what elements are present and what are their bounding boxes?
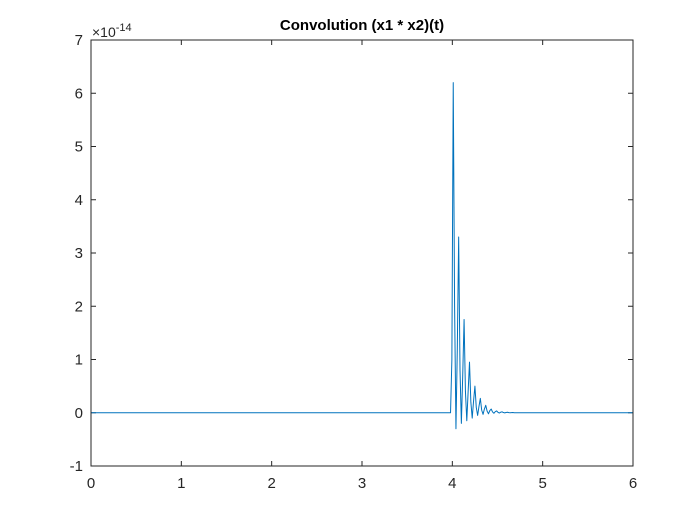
y-tick-label: 2: [75, 298, 83, 315]
x-tick-label: 5: [538, 475, 546, 492]
x-tick-label: 4: [448, 475, 456, 492]
axes-box: [90, 39, 634, 467]
x-tick-label: 0: [87, 475, 95, 492]
y-axis-exponent-base: ×10: [92, 24, 116, 40]
x-tick-label: 1: [177, 475, 185, 492]
y-tick-label: 4: [75, 192, 83, 209]
plot-series: [91, 82, 633, 430]
y-tick-label: -1: [70, 458, 83, 475]
y-tick-label: 5: [75, 139, 83, 156]
x-tick-label: 6: [629, 475, 637, 492]
y-tick-label: 3: [75, 245, 83, 262]
y-axis-exponent: ×10-14: [92, 22, 132, 40]
y-tick-label: 1: [75, 352, 83, 369]
y-axis-exponent-power: -14: [116, 22, 132, 34]
chart-title: Convolution (x1 * x2)(t): [280, 17, 444, 34]
x-tick-label: 3: [358, 475, 366, 492]
convolution-series-line: [91, 82, 633, 430]
y-tick-label: 7: [75, 32, 83, 49]
x-tick-label: 2: [267, 475, 275, 492]
y-tick-label: 6: [75, 85, 83, 102]
y-tick-label: 0: [75, 405, 83, 422]
